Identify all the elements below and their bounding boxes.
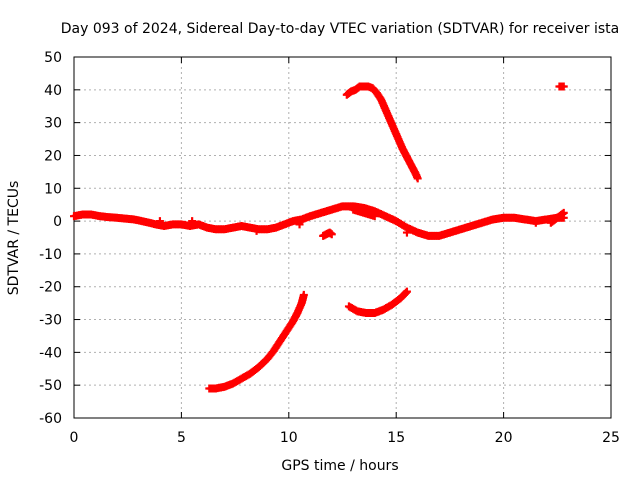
y-tick-label: -30 xyxy=(39,313,62,329)
x-tick-label: 5 xyxy=(177,430,186,446)
x-tick-label: 20 xyxy=(495,430,513,446)
axes xyxy=(73,56,612,419)
plot-frame xyxy=(73,56,612,419)
series-baseline xyxy=(70,202,568,240)
data-point xyxy=(369,211,378,220)
x-tick-label: 0 xyxy=(70,430,79,446)
x-axis-label: GPS time / hours xyxy=(281,458,398,474)
data-point xyxy=(412,172,421,181)
chart-title: Day 093 of 2024, Sidereal Day-to-day VTE… xyxy=(61,21,619,37)
y-tick-label: -10 xyxy=(39,247,62,263)
y-tick-label: 20 xyxy=(44,148,62,164)
grid xyxy=(74,57,611,418)
data-point xyxy=(401,288,410,297)
data-points xyxy=(70,82,568,393)
y-tick-label: 40 xyxy=(44,83,62,99)
series-lower-arc xyxy=(344,287,411,317)
x-tick-label: 10 xyxy=(280,430,298,446)
x-tick-label: 25 xyxy=(602,430,620,446)
data-point xyxy=(326,229,335,238)
y-tick-label: -20 xyxy=(39,280,62,296)
data-point xyxy=(548,217,557,226)
y-tick-label: 50 xyxy=(44,50,62,66)
y-tick-label: -60 xyxy=(39,411,62,427)
y-tick-label: 30 xyxy=(44,116,62,132)
x-tick-label: 15 xyxy=(387,430,405,446)
series-upper-arc xyxy=(342,82,422,183)
y-tick-label: 0 xyxy=(53,214,62,230)
series-upper-isolated xyxy=(555,82,568,91)
y-tick-label: 10 xyxy=(44,181,62,197)
y-axis-label: SDTVAR / TECUs xyxy=(6,181,22,296)
series-lower-rising xyxy=(205,290,308,393)
y-tick-label: -50 xyxy=(39,378,62,394)
tick-labels: 0 5 10 15 20 25 -60 -50 -40 -30 -20 -10 0 10 20 30 40 50 xyxy=(39,50,620,446)
data-point xyxy=(558,82,567,91)
y-tick-label: -40 xyxy=(39,345,62,361)
data-point xyxy=(299,292,308,301)
